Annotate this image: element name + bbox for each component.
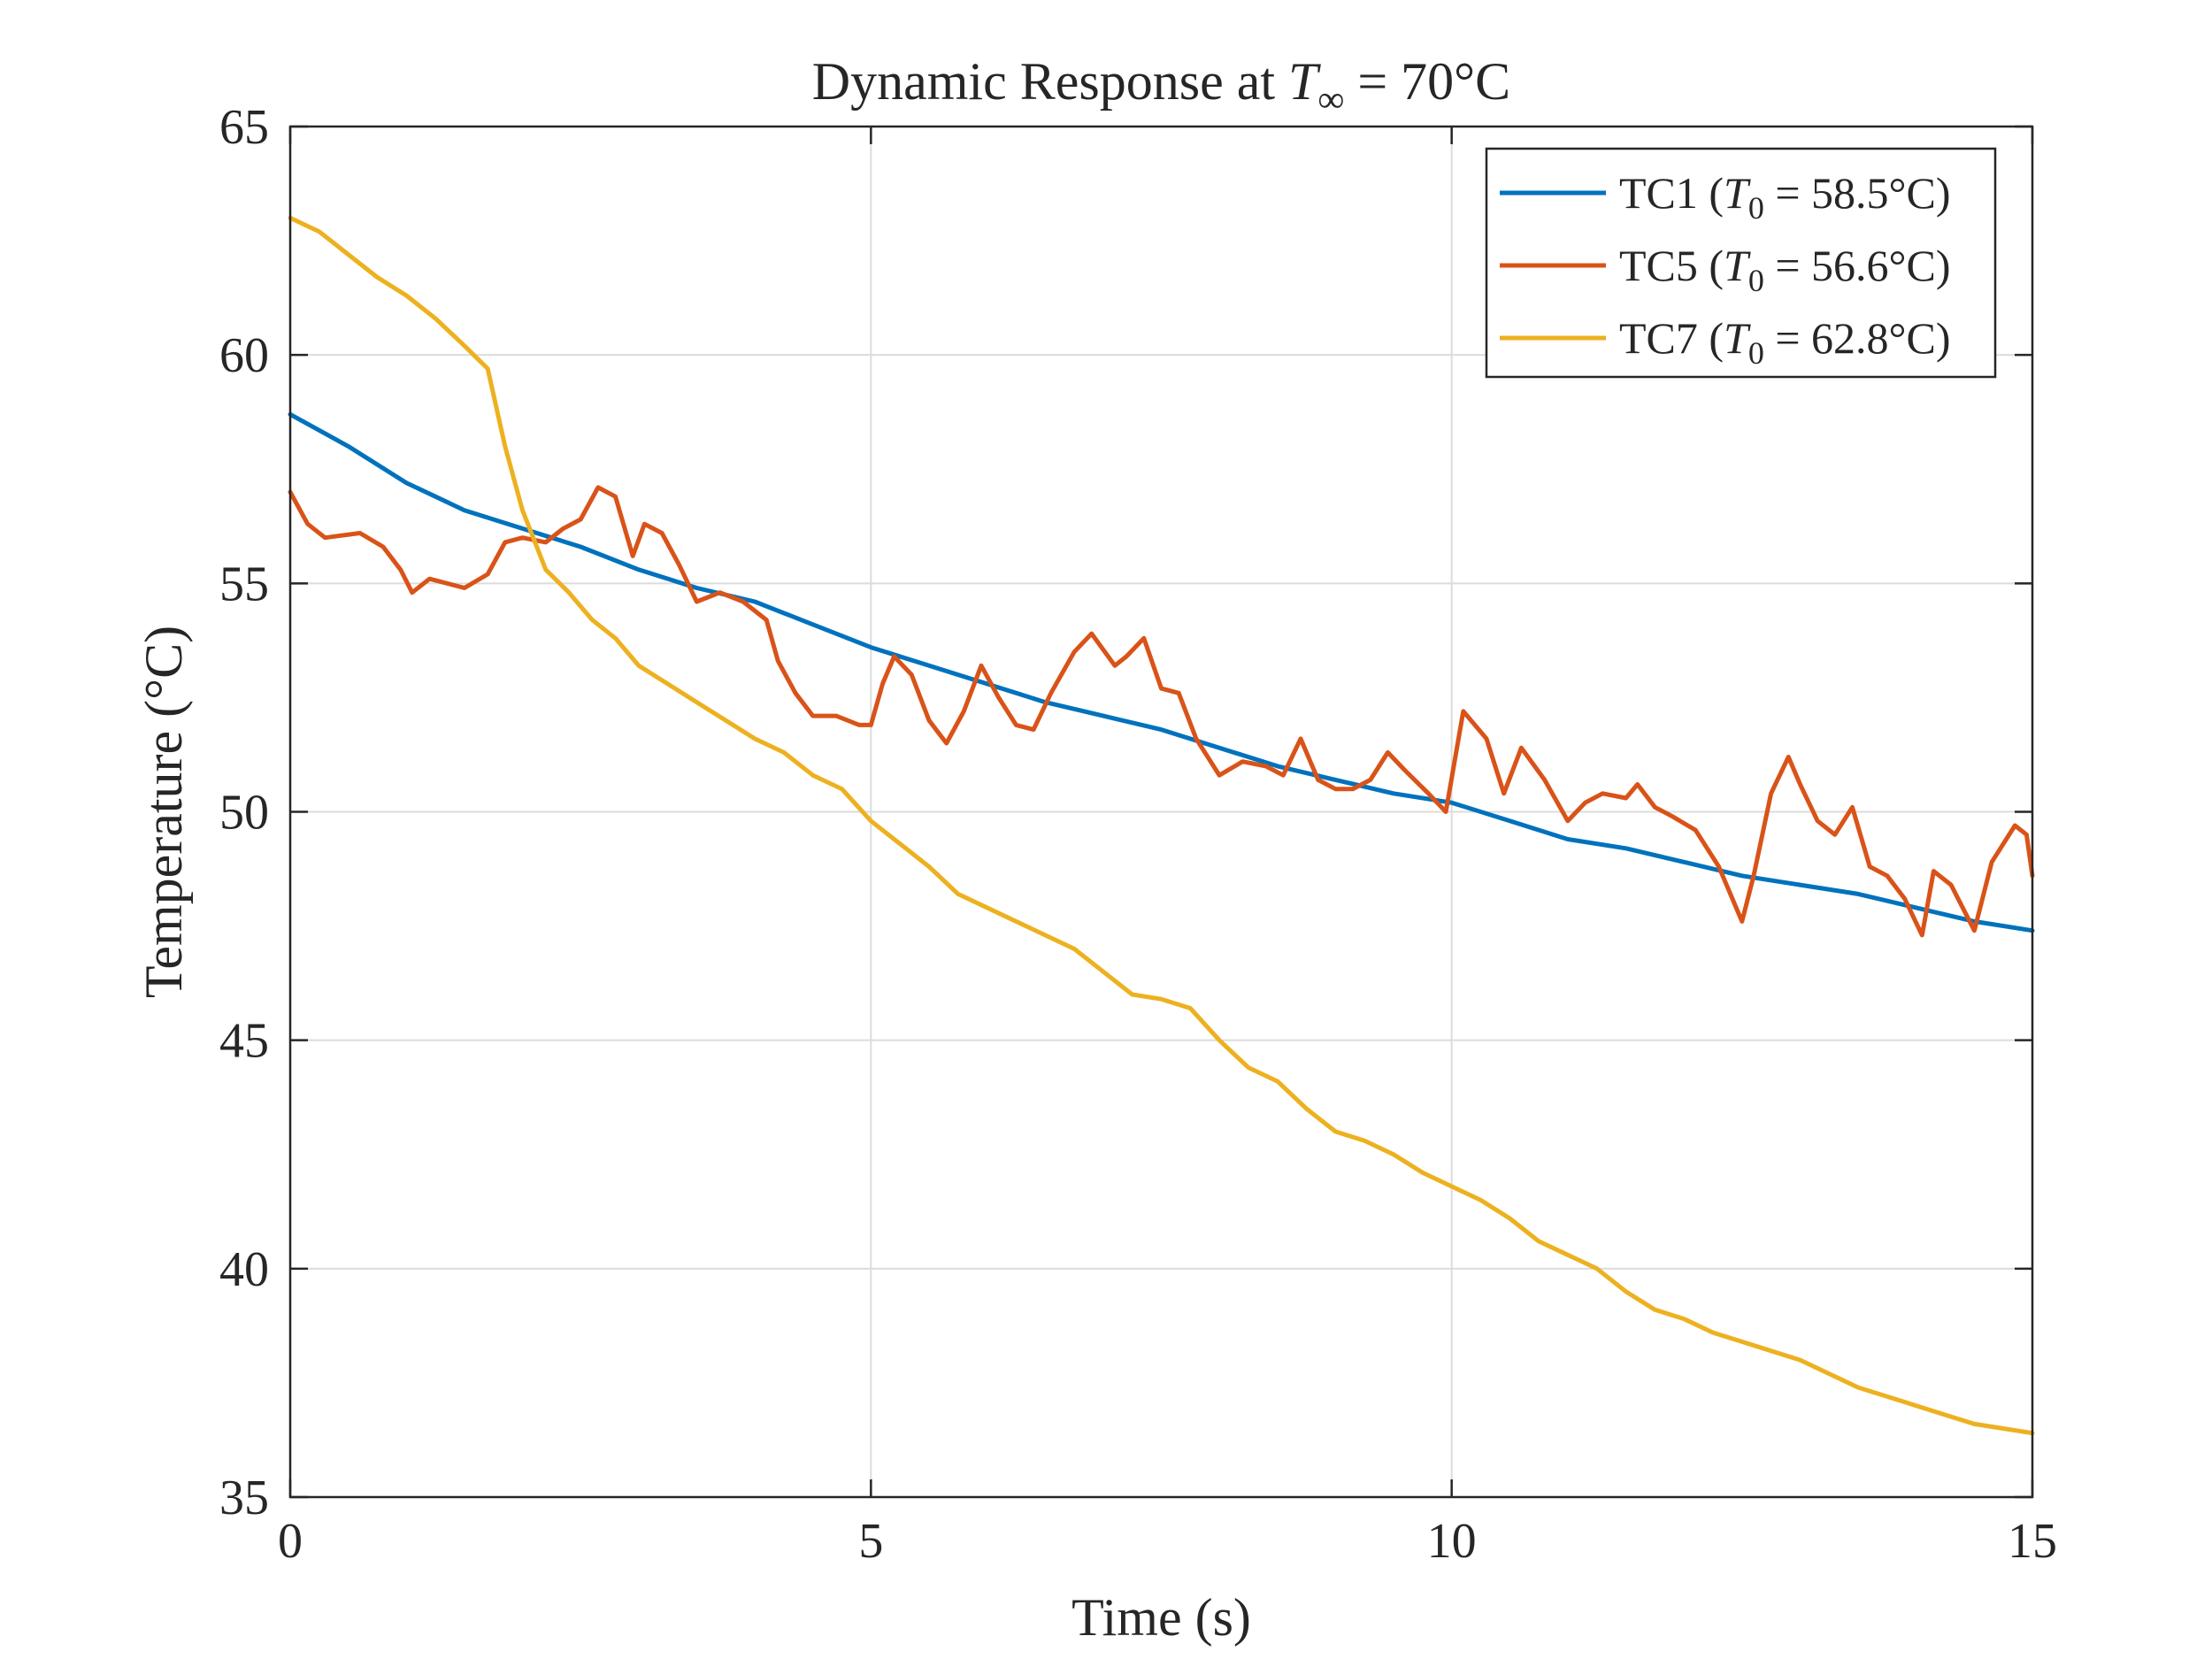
x-tick-label: 10 [1427, 1514, 1477, 1569]
series-line-tc1 [288, 411, 2035, 933]
y-tick-label: 40 [219, 1242, 269, 1297]
y-tick-label: 65 [219, 100, 269, 155]
y-tick-label: 50 [219, 786, 269, 841]
legend-item-tc1: TC1 (T0 = 58.5°C) [1500, 168, 1951, 226]
y-axis-label: Temperature (°C) [134, 626, 193, 998]
title-prefix: Dynamic Response at [812, 52, 1288, 111]
axis-ticks: 0 5 10 15 35 40 45 50 55 60 65 [219, 100, 2057, 1569]
title-symbol: T [1288, 52, 1321, 111]
x-axis-label: Time (s) [1071, 1588, 1251, 1647]
legend: TC1 (T0 = 58.5°C) TC5 (T0 = 56.6°C) TC7 (T… [1485, 147, 1997, 379]
x-tick-label: 0 [278, 1514, 303, 1569]
grid [290, 127, 2032, 1497]
legend-label: TC5 (T0 = 56.6°C) [1619, 241, 1951, 298]
title-subscript: ∞ [1317, 80, 1344, 120]
series-lines [288, 215, 2035, 1436]
y-tick-label: 60 [219, 328, 269, 383]
title-suffix: = 70°C [1344, 52, 1510, 111]
legend-label: TC7 (T0 = 62.8°C) [1619, 313, 1951, 371]
x-tick-label: 5 [858, 1514, 883, 1569]
chart-title: Dynamic Response at T∞ = 70°C [812, 52, 1510, 120]
legend-label: TC1 (T0 = 58.5°C) [1619, 168, 1951, 226]
x-tick-label: 15 [2008, 1514, 2057, 1569]
y-tick-label: 35 [219, 1471, 269, 1525]
legend-item-tc5: TC5 (T0 = 56.6°C) [1500, 241, 1951, 298]
series-line-tc7 [288, 215, 2035, 1436]
series-line-tc5 [288, 485, 2035, 938]
y-tick-label: 55 [219, 557, 269, 611]
legend-item-tc7: TC7 (T0 = 62.8°C) [1500, 313, 1951, 371]
y-tick-label: 45 [219, 1014, 269, 1069]
